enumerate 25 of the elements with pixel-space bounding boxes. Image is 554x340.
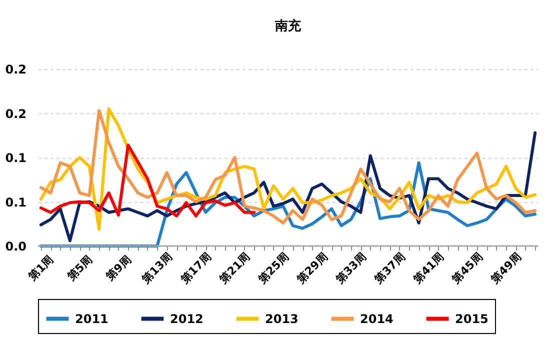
- legend-label: 2014: [360, 312, 394, 326]
- x-tick-label: 第9周: [102, 253, 134, 284]
- x-tick-label: 第41周: [410, 250, 446, 287]
- x-tick-label: 第45周: [448, 250, 486, 287]
- x-tick-label: 第49周: [488, 250, 524, 287]
- line-series: [39, 144, 256, 218]
- y-tick-label: 0.2: [5, 106, 26, 121]
- x-tick-label: 第29周: [294, 250, 330, 287]
- legend-label: 2013: [265, 312, 298, 326]
- x-tick-label: 第33周: [332, 250, 369, 287]
- x-tick-label: 第13周: [138, 250, 176, 287]
- x-tick-label: 第37周: [371, 250, 408, 287]
- y-tick-label: 0.0: [5, 240, 26, 254]
- y-tick-label: 0.2: [5, 62, 26, 76]
- y-tick-label: 0.1: [5, 195, 26, 210]
- y-tick-label: 0.1: [5, 151, 26, 165]
- x-tick-label: 第1周: [25, 253, 56, 284]
- legend-label: 2011: [75, 312, 108, 326]
- x-tick-label: 第17周: [178, 250, 214, 287]
- x-tick-label: 第21周: [216, 250, 253, 287]
- chart-title: 南充: [274, 18, 302, 34]
- legend-label: 2015: [455, 312, 488, 326]
- legend-label: 2012: [170, 312, 204, 326]
- x-tick-label: 第5周: [64, 253, 95, 284]
- x-tick-label: 第25周: [255, 250, 292, 287]
